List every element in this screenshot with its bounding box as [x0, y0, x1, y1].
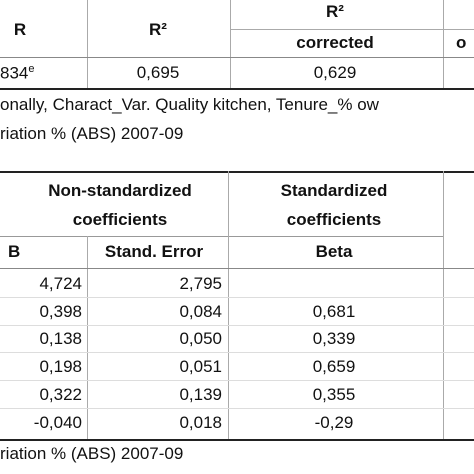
column-divider [228, 171, 229, 439]
row-divider [0, 408, 474, 409]
cell-b: 0,138 [39, 329, 82, 348]
header-nonstandardized-line2: coefficients [72, 210, 168, 229]
column-divider [87, 0, 88, 88]
cell-beta: 0,339 [312, 329, 356, 348]
cell-beta: -0,29 [314, 413, 354, 432]
cell-stand-error: 0,051 [179, 357, 222, 376]
col-header-partial: o [456, 33, 467, 52]
column-divider [443, 0, 444, 88]
header-rule [0, 268, 474, 269]
row-divider [0, 352, 474, 353]
col-header-stand-error: Stand. Error [104, 242, 204, 261]
cell-r2-value: 0,695 [136, 63, 180, 82]
col-header-r2: R² [149, 20, 167, 39]
cell-b: 0,198 [39, 357, 82, 376]
row-divider [0, 325, 474, 326]
cell-stand-error: 2,795 [179, 274, 222, 293]
table-bottom-rule [0, 88, 474, 90]
row-divider [0, 380, 474, 381]
cell-stand-error: 0,018 [179, 413, 222, 432]
header-standardized-line1: Standardized [280, 181, 388, 200]
cell-beta: 0,355 [312, 385, 356, 404]
column-divider [443, 171, 444, 439]
cell-b: 0,322 [39, 385, 82, 404]
cell-stand-error: 0,084 [179, 302, 222, 321]
cell-b: 0,398 [39, 302, 82, 321]
dependent-variable-note: riation % (ABS) 2007-09 [0, 444, 184, 463]
cell-b: 4,724 [39, 274, 82, 293]
cell-b: -0,040 [33, 413, 82, 432]
col-header-r2-corrected-bottom: corrected [296, 33, 374, 52]
col-header-r: R [13, 20, 27, 39]
header-nonstandardized-line1: Non-standardized [48, 181, 192, 200]
header-standardized-line2: coefficients [286, 210, 382, 229]
cell-beta: 0,681 [312, 302, 356, 321]
row-divider [0, 297, 474, 298]
header-rule [0, 57, 474, 58]
cell-beta: 0,659 [312, 357, 356, 376]
column-divider [87, 236, 88, 439]
table-bottom-rule [0, 439, 474, 441]
col-header-b: B [8, 242, 21, 261]
predictors-note: onally, Charact_Var. Quality kitchen, Te… [0, 95, 379, 114]
column-divider [230, 0, 231, 88]
col-header-beta: Beta [315, 242, 353, 261]
cell-stand-error: 0,050 [179, 329, 222, 348]
cell-r-value: 834e [0, 63, 35, 83]
header-divider [0, 236, 443, 237]
cell-stand-error: 0,139 [179, 385, 222, 404]
dependent-variable-note: riation % (ABS) 2007-09 [0, 124, 184, 143]
col-header-r2-corrected-top: R² [326, 2, 344, 21]
header-divider [230, 29, 474, 30]
table-top-rule [0, 171, 474, 173]
cell-r2-corrected-value: 0,629 [313, 63, 357, 82]
